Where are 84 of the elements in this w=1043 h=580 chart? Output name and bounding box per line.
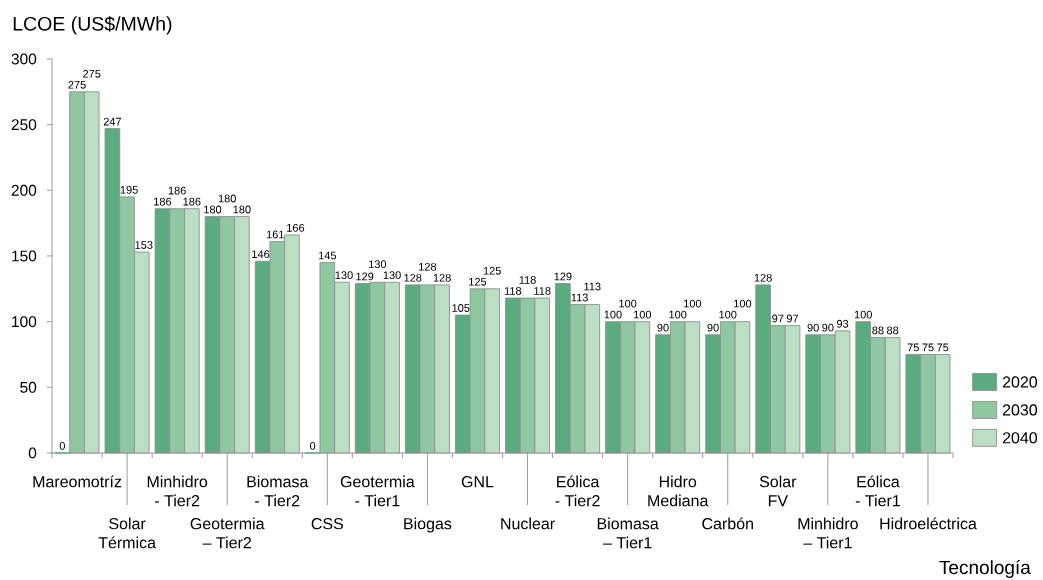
- data-label: 100: [634, 310, 652, 319]
- data-label: 186: [168, 186, 186, 195]
- data-label: 0: [59, 442, 65, 450]
- y-tick-label: 250: [11, 119, 37, 131]
- y-axis-title: LCOE (US$/MWh): [13, 16, 172, 35]
- data-label: 130: [369, 260, 387, 269]
- data-label: 100: [734, 299, 752, 308]
- data-label: 100: [619, 299, 637, 308]
- data-label: 97: [786, 314, 799, 323]
- data-label: 275: [68, 80, 86, 89]
- data-label: 105: [452, 304, 470, 312]
- x-tick-label: Minhidro - Tier2: [147, 475, 208, 507]
- x-tick-label: Mareomotríz: [33, 475, 122, 488]
- data-label: 88: [886, 326, 899, 335]
- data-label: 93: [836, 319, 849, 328]
- data-label: 247: [103, 117, 122, 126]
- y-tick-label: 150: [12, 250, 37, 262]
- data-label: 130: [383, 271, 401, 280]
- data-label: 180: [233, 205, 251, 214]
- data-label: 100: [684, 299, 702, 308]
- data-label: 88: [872, 326, 884, 335]
- data-label: 128: [754, 273, 772, 282]
- x-tick-label: CSS: [311, 518, 344, 530]
- x-tick-label: Minhidro – Tier1: [798, 517, 858, 549]
- y-tick-label: 0: [28, 447, 37, 459]
- data-label: 75: [907, 343, 919, 352]
- y-tick-label: 50: [20, 381, 37, 393]
- data-label: 118: [534, 287, 551, 295]
- data-label: 118: [519, 276, 536, 284]
- data-label: 166: [287, 224, 305, 232]
- data-label: 128: [404, 273, 422, 282]
- data-label: 100: [604, 310, 622, 319]
- y-tick-label: 200: [11, 184, 37, 196]
- x-tick-label: Hidroeléctrica: [880, 517, 977, 530]
- x-tick-label: Biomasa – Tier1: [597, 517, 659, 549]
- data-label: 180: [218, 194, 236, 203]
- data-label: 90: [707, 323, 719, 332]
- data-label: 275: [83, 69, 101, 78]
- x-tick-label: Carbón: [702, 517, 753, 530]
- data-label: 128: [419, 262, 437, 271]
- data-label: 100: [719, 310, 737, 319]
- data-label: 113: [584, 282, 601, 291]
- data-label: 100: [669, 310, 687, 319]
- data-label: 118: [504, 287, 522, 295]
- data-label: 100: [854, 310, 872, 319]
- data-label: 146: [252, 250, 270, 259]
- x-tick-label: Eólica - Tier1: [855, 475, 900, 507]
- x-tick-label: Geotermia – Tier2: [190, 517, 265, 549]
- data-label: 97: [772, 314, 784, 323]
- data-label: 130: [335, 271, 353, 280]
- x-tick-label: Solar FV: [759, 475, 797, 507]
- data-label: 186: [183, 197, 201, 206]
- x-tick-label: Solar Térmica: [98, 517, 156, 549]
- legend-label: 2020: [1002, 376, 1038, 388]
- data-label: 153: [135, 241, 153, 249]
- data-label: 125: [469, 277, 487, 286]
- data-label: 145: [318, 251, 337, 260]
- legend-label: 2040: [1002, 432, 1038, 444]
- x-tick-label: GNL: [461, 476, 494, 488]
- data-label: 129: [356, 272, 374, 281]
- data-label: 180: [204, 205, 222, 214]
- x-tick-label: Biomasa - Tier2: [247, 475, 309, 507]
- x-tick-label: Nuclear: [501, 517, 555, 530]
- data-label: 113: [571, 293, 588, 302]
- data-label: 90: [822, 323, 834, 332]
- legend-label: 2030: [1002, 404, 1038, 416]
- data-label: 129: [554, 272, 572, 281]
- data-label: 90: [807, 323, 819, 332]
- x-tick-label: Geotermia - Tier1: [340, 475, 415, 507]
- x-axis-title: Tecnología: [939, 560, 1031, 578]
- y-tick-label: 100: [12, 316, 37, 328]
- data-label: 195: [120, 185, 138, 194]
- y-tick-label: 300: [11, 53, 37, 65]
- data-label: 75: [937, 343, 949, 352]
- x-tick-label: Eólica - Tier2: [555, 475, 600, 507]
- data-label: 90: [657, 323, 669, 332]
- data-label: 0: [309, 442, 316, 450]
- x-tick-label: Hidro Mediana: [648, 475, 709, 507]
- data-label: 161: [266, 230, 284, 239]
- data-label: 75: [922, 343, 934, 352]
- data-label: 186: [154, 197, 172, 206]
- x-tick-label: Biogas: [404, 517, 452, 533]
- data-label: 125: [483, 266, 501, 275]
- data-label: 128: [433, 273, 451, 282]
